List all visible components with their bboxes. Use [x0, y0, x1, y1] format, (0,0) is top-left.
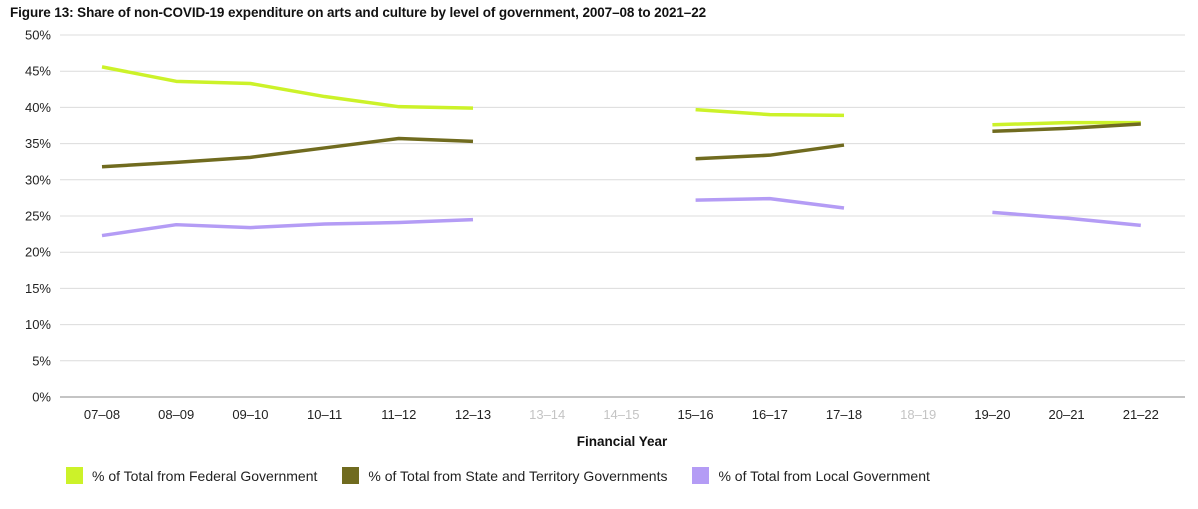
- x-tick-label: 13–14: [529, 407, 565, 422]
- legend-label-local: % of Total from Local Government: [718, 467, 930, 484]
- x-tick-label: 12–13: [455, 407, 491, 422]
- legend-swatch-state: [342, 467, 360, 484]
- legend-item-state: % of Total from State and Territory Gove…: [342, 467, 667, 484]
- x-tick-label: 20–21: [1049, 407, 1085, 422]
- legend: % of Total from Federal Government % of …: [66, 467, 955, 484]
- legend-item-local: % of Total from Local Government: [692, 467, 930, 484]
- x-tick-label: 17–18: [826, 407, 862, 422]
- x-tick-label: 19–20: [974, 407, 1010, 422]
- series-line-federal: [992, 120, 1141, 127]
- x-tick-label: 16–17: [752, 407, 788, 422]
- x-tick-label: 08–09: [158, 407, 194, 422]
- series-line-state: [695, 143, 845, 161]
- series-line-federal: [695, 107, 845, 118]
- series-line-local: [992, 210, 1141, 228]
- x-axis-ticks: 07–08 08–09 09–10 10–11 11–12 12–13 13–14 14–15…: [84, 407, 1159, 422]
- legend-label-federal: % of Total from Federal Government: [92, 467, 318, 484]
- legend-swatch-federal: [66, 467, 83, 484]
- x-tick-label: 21–22: [1123, 407, 1159, 422]
- series-lines: [101, 65, 1141, 238]
- series-line-local: [101, 217, 474, 238]
- series-line-state: [101, 136, 474, 169]
- legend-label-state: % of Total from State and Territory Gove…: [368, 467, 668, 484]
- x-axis-label: Financial Year: [577, 434, 668, 449]
- x-tick-label: 18–19: [900, 407, 936, 422]
- y-tick-label: 10%: [25, 317, 51, 332]
- y-tick-label: 15%: [25, 281, 51, 296]
- y-tick-label: 30%: [25, 172, 51, 187]
- series-line-state: [992, 122, 1141, 134]
- gridlines: [60, 34, 1185, 398]
- x-tick-label: 15–16: [678, 407, 714, 422]
- series-line-local: [695, 196, 845, 210]
- series-line-federal: [101, 65, 474, 110]
- y-tick-label: 0%: [32, 390, 51, 405]
- y-tick-label: 5%: [32, 353, 51, 368]
- x-tick-label: 07–08: [84, 407, 120, 422]
- x-tick-label: 11–12: [381, 407, 416, 422]
- y-tick-label: 35%: [25, 136, 51, 151]
- x-tick-label: 10–11: [307, 407, 342, 422]
- y-tick-label: 40%: [25, 100, 51, 115]
- y-tick-label: 25%: [25, 209, 51, 224]
- y-tick-label: 50%: [25, 28, 51, 43]
- y-axis-ticks: 0% 5% 10% 15% 20% 25% 30% 35% 40% 45% 50%: [25, 28, 51, 405]
- y-tick-label: 45%: [25, 64, 51, 79]
- y-tick-label: 20%: [25, 245, 51, 260]
- legend-item-federal: % of Total from Federal Government: [66, 467, 317, 484]
- x-tick-label: 09–10: [232, 407, 268, 422]
- legend-swatch-local: [692, 467, 710, 484]
- chart-title: Figure 13: Share of non-COVID-19 expendi…: [10, 5, 707, 20]
- x-tick-label: 14–15: [603, 407, 639, 422]
